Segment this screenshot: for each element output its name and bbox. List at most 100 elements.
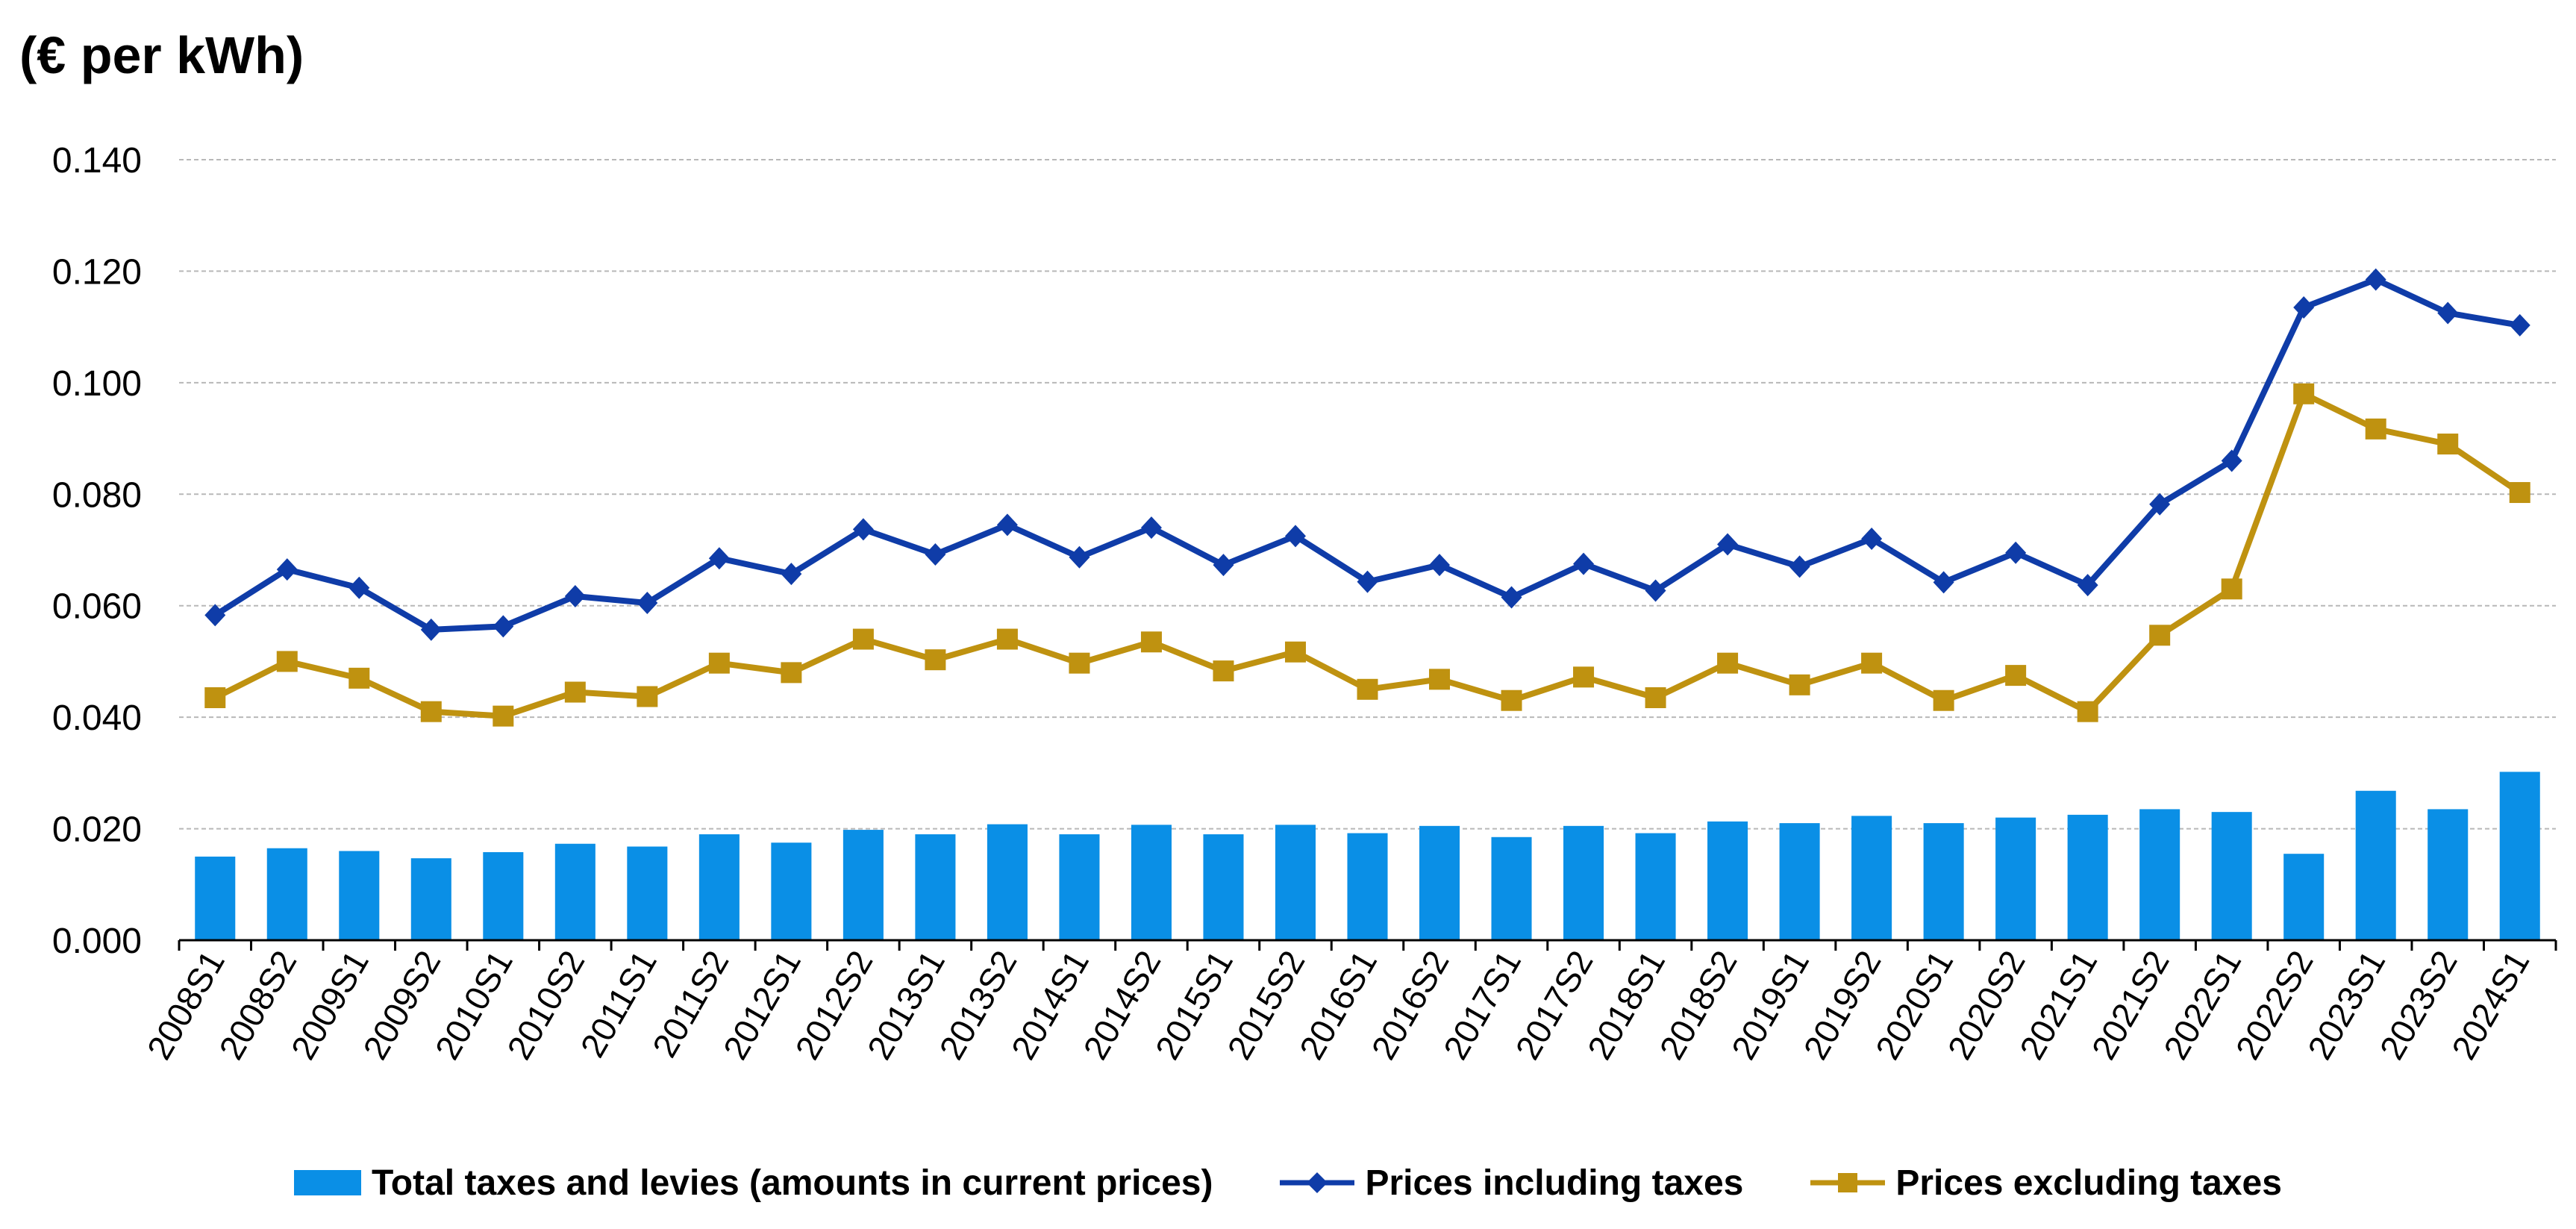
price-excl-taxes-point [564,681,586,703]
price-excl-taxes-line [213,390,2522,719]
price-excl-taxes-point [2509,482,2530,504]
tax-bar [987,824,1028,940]
tax-bar [1851,816,1892,940]
legend: Total taxes and levies (amounts in curre… [0,1153,2576,1213]
tax-bar [2067,814,2108,940]
price-incl-taxes-point [1069,545,1090,569]
price-incl-taxes-point [1717,533,1739,556]
price-incl-taxes-point [2509,313,2530,337]
price-excl-taxes-point [276,651,298,672]
price-incl-taxes-point [1429,554,1451,577]
price-incl-taxes-point [708,547,730,570]
price-excl-taxes-point [781,662,802,684]
price-incl-taxes-point [1213,554,1234,577]
tax-bar [1923,823,1964,940]
tax-bar [1059,834,1100,940]
tax-bar [483,851,524,940]
price-incl-taxes-point [1861,528,1883,551]
tax-bar [1563,825,1604,940]
price-incl-taxes-point [852,518,874,541]
legend-label-taxes: Total taxes and levies (amounts in curre… [372,1163,1213,1203]
tax-bar [2355,790,2396,940]
tax-bar [698,834,740,940]
price-incl-taxes-point [493,615,514,638]
price-incl-taxes-point [1789,555,1810,578]
axes [178,939,2557,951]
price-excl-taxes-point [348,667,370,689]
legend-swatch-including [1280,1172,1355,1193]
y-tick-label: 0.080 [52,475,142,515]
tax-bar [266,848,307,940]
price-excl-taxes-point [2365,418,2386,440]
price-incl-taxes-point [1140,516,1162,540]
gridlines [179,159,2556,830]
tax-bar [915,834,956,940]
tax-bar [2211,812,2252,940]
y-tick-label: 0.100 [52,364,142,404]
tax-bar [1635,833,1676,940]
tax-bar [842,830,884,940]
tax-bar [1203,834,1244,940]
tax-bar [2283,854,2325,940]
y-tick-label: 0.040 [52,698,142,738]
price-incl-taxes-point [2221,449,2242,472]
price-excl-taxes-point [1501,689,1522,711]
price-excl-taxes-point [1140,631,1162,653]
price-excl-taxes-point [1429,669,1451,690]
y-tick-label: 0.120 [52,252,142,292]
legend-item-taxes: Total taxes and levies (amounts in curre… [294,1163,1213,1204]
tax-bar [339,851,380,940]
price-incl-taxes-point [2077,574,2098,597]
price-excl-taxes-point [2221,578,2242,600]
tax-bar [2139,809,2180,940]
tax-bar [1131,825,1172,940]
price-excl-taxes-point [2437,434,2459,455]
tax-bar [627,846,668,940]
price-incl-taxes-point [1573,552,1595,575]
legend-swatch-taxes [294,1170,362,1195]
price-excl-taxes-point [852,628,874,650]
price-excl-taxes-point [2005,665,2027,687]
tax-bar [1779,823,1820,940]
bar-series [195,772,2540,940]
tax-bar [1995,817,2036,940]
price-excl-taxes-point [1213,660,1234,682]
price-incl-taxes-point [2005,541,2027,564]
price-excl-taxes-point [1861,652,1883,674]
price-incl-taxes-point [2149,492,2171,516]
tax-bar [1707,821,1748,940]
price-excl-taxes-point [996,628,1018,650]
line-series [204,268,2530,727]
price-excl-taxes-point [2293,383,2315,404]
legend-item-excluding: Prices excluding taxes [1810,1163,2282,1204]
tax-bar [1419,825,1460,940]
price-incl-taxes-point [925,542,946,566]
price-excl-taxes-point [1717,652,1739,674]
price-incl-taxes-point [1357,570,1378,593]
unit-label: (€ per kWh) [19,26,304,84]
y-tick-label: 0.140 [52,141,142,181]
tax-bar [1275,825,1316,940]
price-excl-taxes-point [1789,674,1810,695]
price-incl-taxes-point [996,513,1018,537]
tax-bar [1491,836,1532,940]
price-excl-taxes-point [1069,652,1090,674]
price-incl-taxes-point [2293,295,2315,319]
price-incl-taxes-point [564,585,586,608]
y-tick-label: 0.020 [52,810,142,850]
price-excl-taxes-point [637,686,658,707]
price-incl-taxes-point [2437,301,2459,325]
price-excl-taxes-point [2077,701,2098,722]
price-excl-taxes-point [1357,678,1378,700]
price-incl-taxes-point [1501,586,1522,609]
price-incl-taxes-point [637,591,658,614]
price-incl-taxes-point [1284,525,1306,548]
price-excl-taxes-point [708,652,730,674]
price-excl-taxes-point [1573,666,1595,688]
tax-bar [554,843,595,940]
tax-bar [410,858,451,940]
y-tick-label: 0.060 [52,587,142,627]
legend-item-including: Prices including taxes [1280,1163,1743,1204]
legend-swatch-excluding [1810,1173,1886,1192]
price-excl-taxes-point [204,687,226,708]
